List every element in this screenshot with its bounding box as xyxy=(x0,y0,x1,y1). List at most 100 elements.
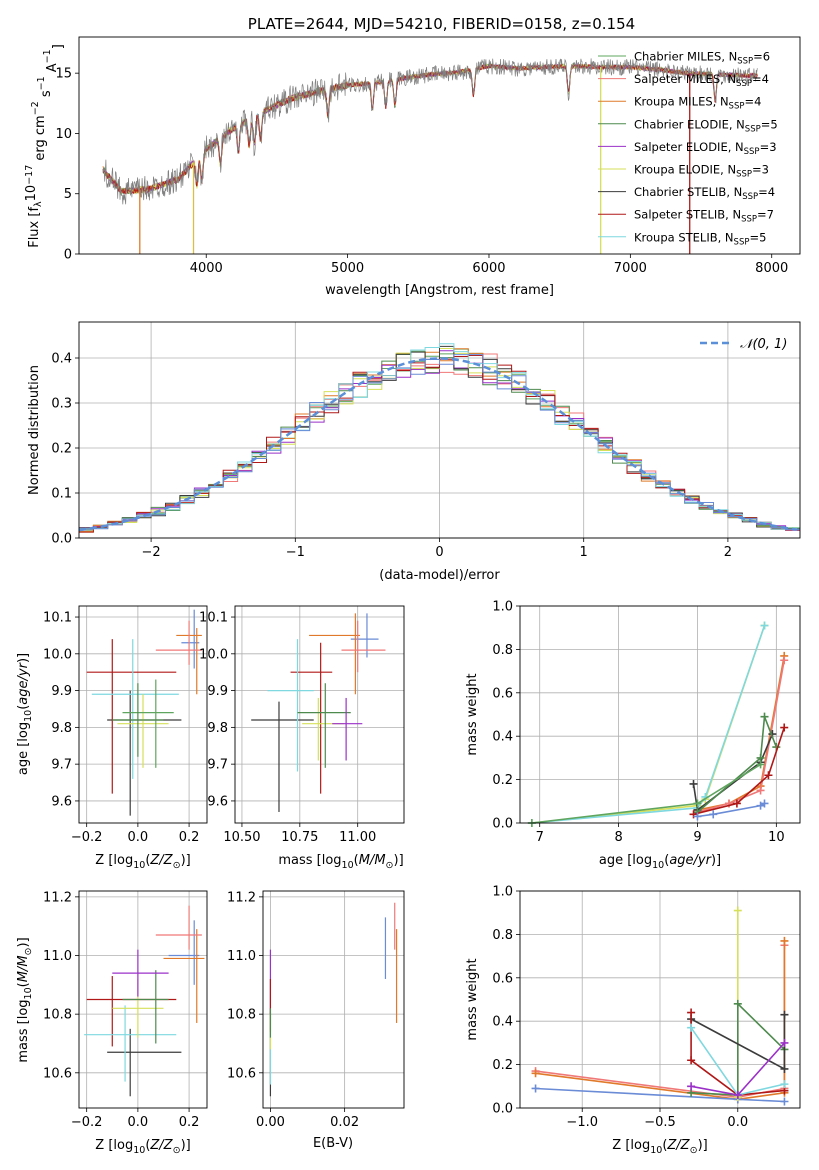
y-tick-label: 0.8 xyxy=(492,643,513,658)
legend-sub: SSP xyxy=(741,215,757,225)
axis-label: mass [log10(M/M⊙)] xyxy=(278,853,403,871)
weight-marker xyxy=(687,1023,696,1032)
x-tick-label: 0.0 xyxy=(128,1115,149,1130)
label-part: )] xyxy=(394,853,404,868)
mass_vs_Z-panel: −0.2 0.0 0.210.610.811.011.2Z [log10(Z/Z⊙)… xyxy=(16,890,208,1156)
x-tick-label: 10.75 xyxy=(281,830,318,845)
legend-entry: Chabrier STELIB, NSSP=4 xyxy=(634,185,775,202)
label-part: )] xyxy=(711,853,721,868)
legend-entry: Kroupa ELODIE, NSSP=3 xyxy=(634,163,769,180)
label-part: mass [log xyxy=(16,999,31,1062)
legend-sub: SSP xyxy=(736,79,752,89)
label-part: 10 xyxy=(133,860,145,871)
weight-line xyxy=(697,802,765,818)
weight-marker xyxy=(760,799,769,808)
weight-line xyxy=(692,733,774,812)
label-part: )] xyxy=(698,1138,708,1153)
y-axis-label: Normed distribution xyxy=(27,365,42,495)
histogram-series xyxy=(79,345,800,530)
x-tick-label: 0 xyxy=(435,545,443,560)
massweight_vs_Z-panel: −1.0 −0.5 0.0 0.0 0.2 0.4 0.6 0.8 1.0 mass weight… xyxy=(465,885,801,1156)
weight-marker xyxy=(733,999,742,1008)
y-tick-label: 9.8 xyxy=(207,721,228,736)
x-tick-label: 10 xyxy=(768,830,785,845)
axes-frame xyxy=(519,605,801,824)
label-part: )] xyxy=(181,853,191,868)
label-part: ⊙ xyxy=(173,860,181,871)
legend-suffix: =5 xyxy=(761,117,778,131)
x-tick-label: 0.0 xyxy=(128,830,149,845)
y-tick-label: 0.1 xyxy=(51,487,72,502)
label-part: age/yr xyxy=(16,661,31,704)
legend-entry: Chabrier MILES, NSSP=6 xyxy=(634,50,770,67)
y-tick-label: 10.6 xyxy=(227,1066,256,1081)
y-tick-label: 10.0 xyxy=(43,647,72,662)
weight-marker xyxy=(531,1084,540,1093)
x-tick-label: 1 xyxy=(580,545,588,560)
y-tick-label: 0.8 xyxy=(492,928,513,943)
y-axis-label: mass weight xyxy=(465,958,480,1040)
weight-marker xyxy=(760,712,769,721)
legend-suffix: =5 xyxy=(749,230,766,244)
axes-frame xyxy=(234,605,405,824)
weight-marker xyxy=(687,1008,696,1017)
weight-marker xyxy=(780,1064,789,1073)
weight-marker xyxy=(780,1097,789,1106)
axis-label: Z [log10(Z/Z⊙)] xyxy=(95,1138,190,1156)
x-axis-label: E(B-V) xyxy=(313,1136,353,1151)
legend-sub: SSP xyxy=(737,57,753,67)
axis-label: Z [log10(Z/Z⊙)] xyxy=(95,853,190,871)
x-tick-label: 8 xyxy=(614,830,622,845)
weight-line xyxy=(691,1001,785,1096)
y-tick-label: 0.6 xyxy=(492,971,513,986)
axes-frame xyxy=(78,605,208,824)
y-tick-label: 10.1 xyxy=(43,611,72,626)
legend-sub: SSP xyxy=(734,237,750,247)
legend-entry: 𝒩(0, 1) xyxy=(740,337,787,352)
legend-entry: Kroupa MILES, NSSP=4 xyxy=(634,95,761,112)
label-part: Z/Z xyxy=(149,1138,173,1153)
y-tick-label: 9.8 xyxy=(51,721,72,736)
legend-entry: Salpeter ELODIE, NSSP=3 xyxy=(634,140,777,157)
y-tick-label: 9.6 xyxy=(207,794,228,809)
age_vs_mass-panel: 10.50 10.75 11.00 9.6 9.7 9.8 9.9 10.0 10.1 mass … xyxy=(199,605,405,871)
y-tick-label: 0.4 xyxy=(51,352,72,367)
axes-frame xyxy=(78,36,801,255)
label-part: M/M xyxy=(16,955,31,982)
legend-name: Kroupa STELIB, N xyxy=(634,230,734,244)
weight-marker xyxy=(780,936,789,945)
legend-name: Kroupa MILES, N xyxy=(634,95,729,109)
label-part: )] xyxy=(181,1138,191,1153)
weight-marker xyxy=(733,906,742,915)
y-tick-label: 10.8 xyxy=(43,1008,72,1023)
weight-line xyxy=(531,625,766,824)
label-part: ⊙ xyxy=(386,860,394,871)
x-tick-label: −2 xyxy=(142,545,161,560)
legend-suffix: =4 xyxy=(744,95,761,109)
legend-name: Chabrier MILES, N xyxy=(634,50,737,64)
weight-marker xyxy=(689,779,698,788)
x-tick-label: 0.02 xyxy=(330,1115,359,1130)
x-tick-label: 4000 xyxy=(190,261,223,276)
x-tick-label: 0.2 xyxy=(179,1115,200,1130)
y-tick-label: 9.7 xyxy=(207,758,228,773)
y-label-part: A xyxy=(45,63,60,76)
legend-name: Chabrier STELIB, N xyxy=(634,185,742,199)
y-label-part: erg cm xyxy=(33,115,48,164)
y-tick-label: 9.9 xyxy=(51,684,72,699)
x-axis-label: wavelength [Angstrom, rest frame] xyxy=(325,283,554,298)
label-part: Z [log xyxy=(95,853,133,868)
y-tick-label: 9.7 xyxy=(51,758,72,773)
y-axis-label: mass weight xyxy=(465,673,480,755)
label-part: 10 xyxy=(133,1145,145,1156)
x-tick-label: −1.0 xyxy=(566,1115,598,1130)
age_vs_Z-panel: −0.2 0.0 0.29.69.79.89.910.010.1Z [log10(Z… xyxy=(16,605,208,871)
axes-frame xyxy=(78,890,208,1109)
x-tick-label: −0.5 xyxy=(644,1115,676,1130)
label-part: Z [log xyxy=(612,1138,650,1153)
label-part: ( xyxy=(354,853,359,868)
y-tick-label: 15 xyxy=(55,67,72,82)
y-label-part: −1 xyxy=(42,49,53,63)
legend-entry: Salpeter STELIB, NSSP=7 xyxy=(634,208,774,225)
y-tick-label: 0 xyxy=(64,248,72,263)
